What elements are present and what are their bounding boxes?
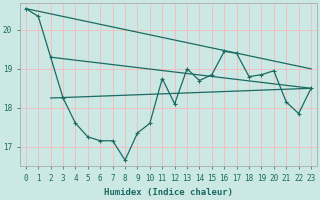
X-axis label: Humidex (Indice chaleur): Humidex (Indice chaleur) [104,188,233,197]
